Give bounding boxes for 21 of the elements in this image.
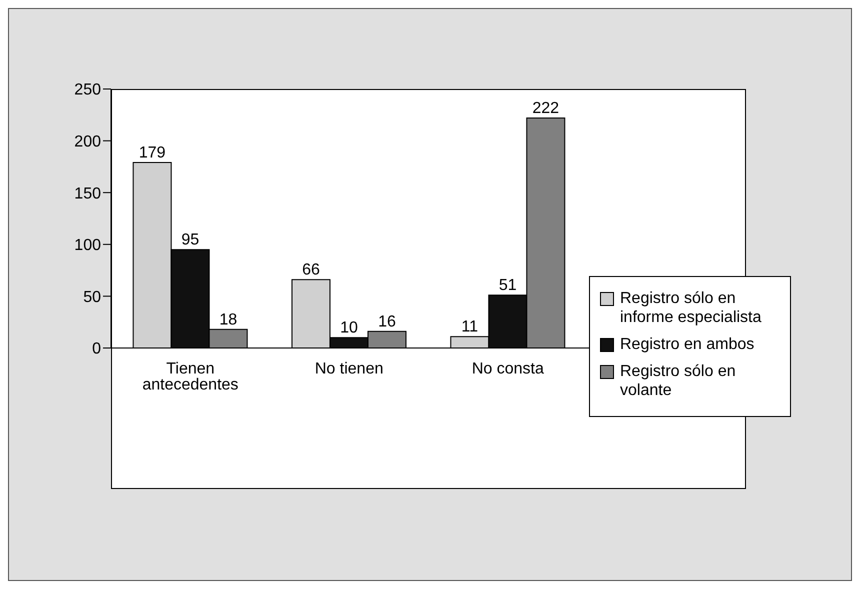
legend-label: Registro sólo en informe especialista: [620, 289, 762, 327]
y-tick-label: 50: [83, 288, 102, 306]
data-label: 16: [378, 313, 396, 330]
data-label: 95: [181, 232, 200, 249]
y-tick-label: 150: [74, 185, 102, 202]
y-tick-label: 200: [74, 133, 102, 150]
data-label: 18: [219, 311, 238, 328]
data-label: 51: [498, 277, 517, 294]
x-tick-label: No consta: [472, 360, 544, 378]
data-label: 10: [340, 320, 358, 337]
legend-label: Registro en ambos: [620, 335, 754, 354]
data-label: 222: [532, 100, 560, 118]
legend-label: Registro sólo en volante: [620, 362, 737, 400]
y-tick-label: 100: [74, 237, 102, 254]
data-label: 66: [302, 262, 320, 279]
data-label: 179: [138, 144, 166, 162]
y-tick-label: 0: [92, 340, 102, 358]
data-label: 11: [461, 318, 478, 336]
x-tick-label: Tienen antecedentes: [142, 360, 238, 394]
y-tick-label: 250: [74, 82, 102, 99]
x-tick-label: No tienen: [314, 360, 384, 378]
